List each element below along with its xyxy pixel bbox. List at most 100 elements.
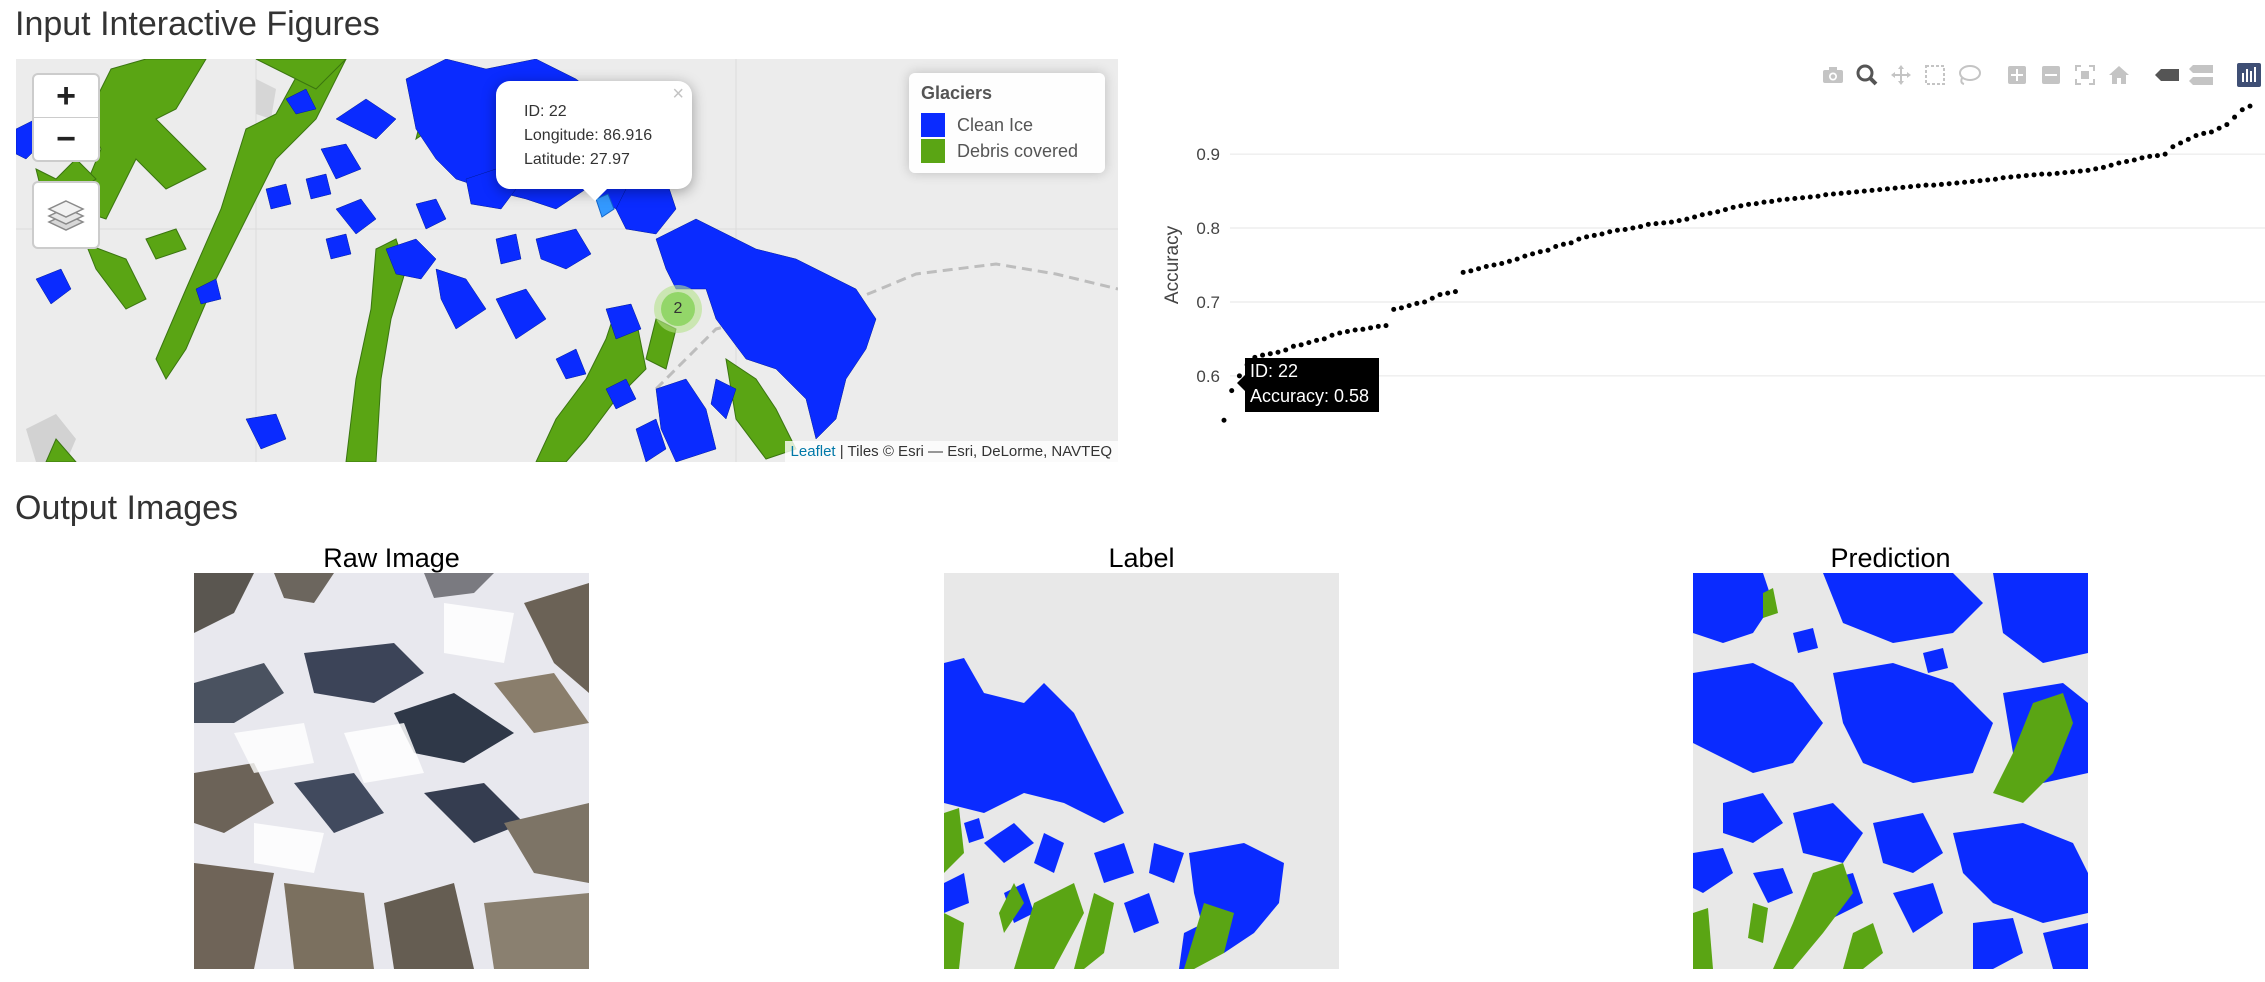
data-point[interactable] [2208, 129, 2214, 135]
data-point[interactable] [1260, 352, 1266, 358]
data-point[interactable] [2085, 167, 2091, 173]
data-point[interactable] [2116, 160, 2122, 166]
data-point[interactable] [1568, 240, 1574, 246]
data-point[interactable] [1298, 342, 1304, 348]
data-point[interactable] [1722, 207, 1728, 213]
data-point[interactable] [2124, 159, 2130, 165]
data-point[interactable] [1800, 195, 1806, 201]
data-point[interactable] [1560, 241, 1566, 247]
data-point[interactable] [1314, 337, 1320, 343]
data-point[interactable] [1321, 336, 1327, 342]
data-point[interactable] [2131, 157, 2137, 163]
reset-axes-icon[interactable] [2103, 59, 2135, 91]
data-point[interactable] [1938, 181, 1944, 187]
data-point[interactable] [1730, 204, 1736, 210]
data-point[interactable] [2108, 162, 2114, 168]
data-point[interactable] [1368, 325, 1374, 331]
data-point[interactable] [1753, 201, 1759, 207]
data-point[interactable] [2023, 173, 2029, 179]
data-point[interactable] [1422, 299, 1428, 305]
data-point[interactable] [1445, 290, 1451, 296]
data-point[interactable] [1692, 214, 1698, 220]
data-point[interactable] [2046, 171, 2052, 177]
data-point[interactable] [1761, 199, 1767, 205]
data-point[interactable] [1738, 203, 1744, 209]
data-point[interactable] [1969, 178, 1975, 184]
box-select-icon[interactable] [1919, 59, 1951, 91]
data-point[interactable] [1915, 183, 1921, 189]
data-point[interactable] [1846, 190, 1852, 196]
data-point[interactable] [1267, 351, 1273, 357]
cluster-marker[interactable]: 2 [654, 285, 702, 333]
data-point[interactable] [2185, 136, 2191, 142]
data-point[interactable] [2162, 151, 2168, 157]
data-point[interactable] [1877, 187, 1883, 193]
data-point[interactable] [1607, 229, 1613, 235]
data-point[interactable] [1229, 388, 1235, 394]
data-point[interactable] [1854, 189, 1860, 195]
data-point[interactable] [2100, 164, 2106, 170]
zoom-icon[interactable] [1851, 59, 1883, 91]
zoom-out-button[interactable]: − [34, 117, 98, 160]
data-point[interactable] [1769, 198, 1775, 204]
data-point[interactable] [2178, 140, 2184, 146]
data-point[interactable] [2008, 174, 2014, 180]
data-point[interactable] [1537, 249, 1543, 255]
data-point[interactable] [1414, 300, 1420, 306]
data-point[interactable] [1923, 182, 1929, 188]
data-point[interactable] [2224, 122, 2230, 128]
data-point[interactable] [1638, 224, 1644, 230]
popup-close-button[interactable]: × [672, 83, 684, 105]
data-point[interactable] [1545, 247, 1551, 253]
data-point[interactable] [2247, 103, 2253, 109]
data-point[interactable] [1522, 253, 1528, 259]
data-point[interactable] [2077, 168, 2083, 174]
data-point[interactable] [1900, 184, 1906, 190]
data-point[interactable] [1337, 330, 1343, 336]
data-point[interactable] [2154, 153, 2160, 159]
data-point[interactable] [1460, 269, 1466, 275]
data-point[interactable] [1491, 262, 1497, 268]
data-point[interactable] [1221, 417, 1227, 423]
data-point[interactable] [1985, 177, 1991, 183]
data-point[interactable] [1429, 295, 1435, 301]
data-point[interactable] [1869, 187, 1875, 193]
data-point[interactable] [1707, 210, 1713, 216]
data-point[interactable] [1383, 323, 1389, 329]
data-point[interactable] [1884, 186, 1890, 192]
data-point[interactable] [1622, 227, 1628, 233]
data-point[interactable] [1908, 184, 1914, 190]
data-point[interactable] [1437, 292, 1443, 298]
data-point[interactable] [1352, 327, 1358, 333]
data-point[interactable] [1630, 225, 1636, 231]
data-point[interactable] [1553, 244, 1559, 250]
data-point[interactable] [1892, 185, 1898, 191]
data-point[interactable] [2239, 107, 2245, 113]
data-point[interactable] [1398, 305, 1404, 311]
data-point[interactable] [1715, 209, 1721, 215]
data-point[interactable] [1676, 218, 1682, 224]
data-point[interactable] [1661, 220, 1667, 226]
data-point[interactable] [1830, 191, 1836, 197]
data-point[interactable] [2232, 114, 2238, 120]
leaflet-link[interactable]: Leaflet [790, 443, 836, 460]
data-point[interactable] [1653, 221, 1659, 227]
data-point[interactable] [2016, 173, 2022, 179]
zoom-out-icon[interactable] [2035, 59, 2067, 91]
data-point[interactable] [1406, 303, 1412, 309]
data-point[interactable] [1823, 192, 1829, 198]
data-point[interactable] [1668, 219, 1674, 225]
data-point[interactable] [1329, 332, 1335, 338]
data-point[interactable] [1306, 340, 1312, 346]
accuracy-scatter-plot[interactable]: 0.6 0.7 0.8 0.9 Accuracy ID: 22 Accuracy: 0… [1150, 55, 2265, 435]
data-point[interactable] [1645, 221, 1651, 227]
data-point[interactable] [1514, 256, 1520, 262]
data-point[interactable] [1499, 261, 1505, 267]
data-point[interactable] [2216, 125, 2222, 131]
data-point[interactable] [1614, 227, 1620, 233]
data-point[interactable] [1375, 323, 1381, 329]
hover-closest-icon[interactable] [2151, 59, 2183, 91]
data-point[interactable] [1776, 197, 1782, 203]
data-point[interactable] [1838, 190, 1844, 196]
data-point[interactable] [1483, 263, 1489, 269]
